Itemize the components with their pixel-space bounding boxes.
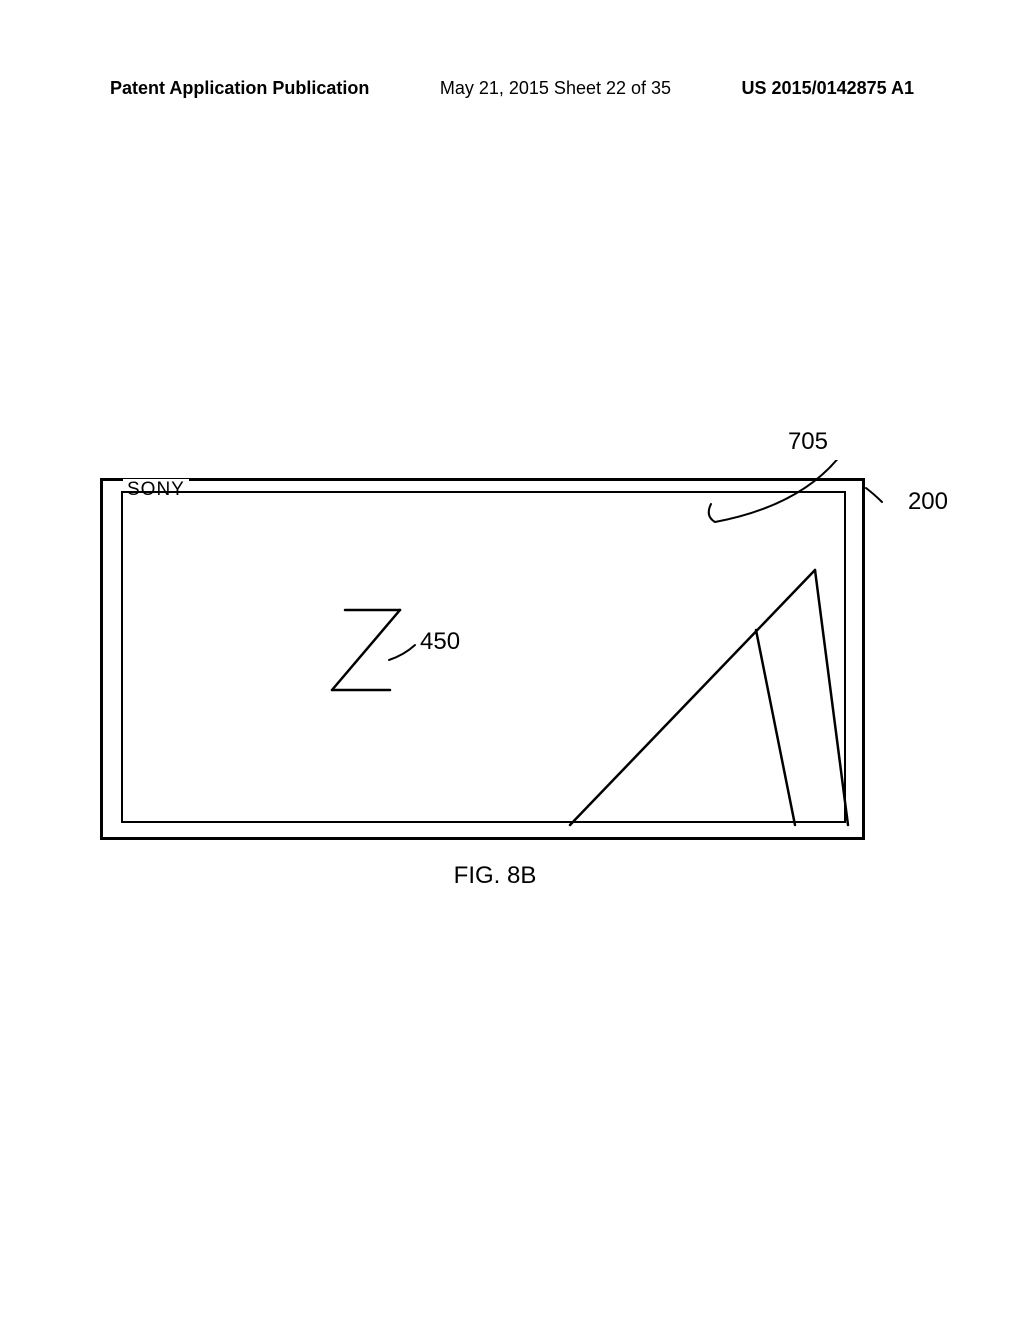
figure-caption: FIG. 8B (100, 862, 890, 890)
publication-number: US 2015/0142875 A1 (742, 78, 914, 99)
device-screen (121, 491, 846, 823)
device-frame: SONY (100, 478, 865, 840)
date-sheet: May 21, 2015 Sheet 22 of 35 (440, 78, 671, 99)
reference-label-200: 200 (908, 488, 948, 516)
figure-8b: 705 200 SONY 450 FIG. 8B (100, 460, 890, 840)
page-header: Patent Application Publication May 21, 2… (110, 78, 914, 99)
reference-label-450: 450 (420, 628, 460, 656)
publication-type: Patent Application Publication (110, 78, 369, 99)
reference-label-705: 705 (788, 428, 828, 456)
